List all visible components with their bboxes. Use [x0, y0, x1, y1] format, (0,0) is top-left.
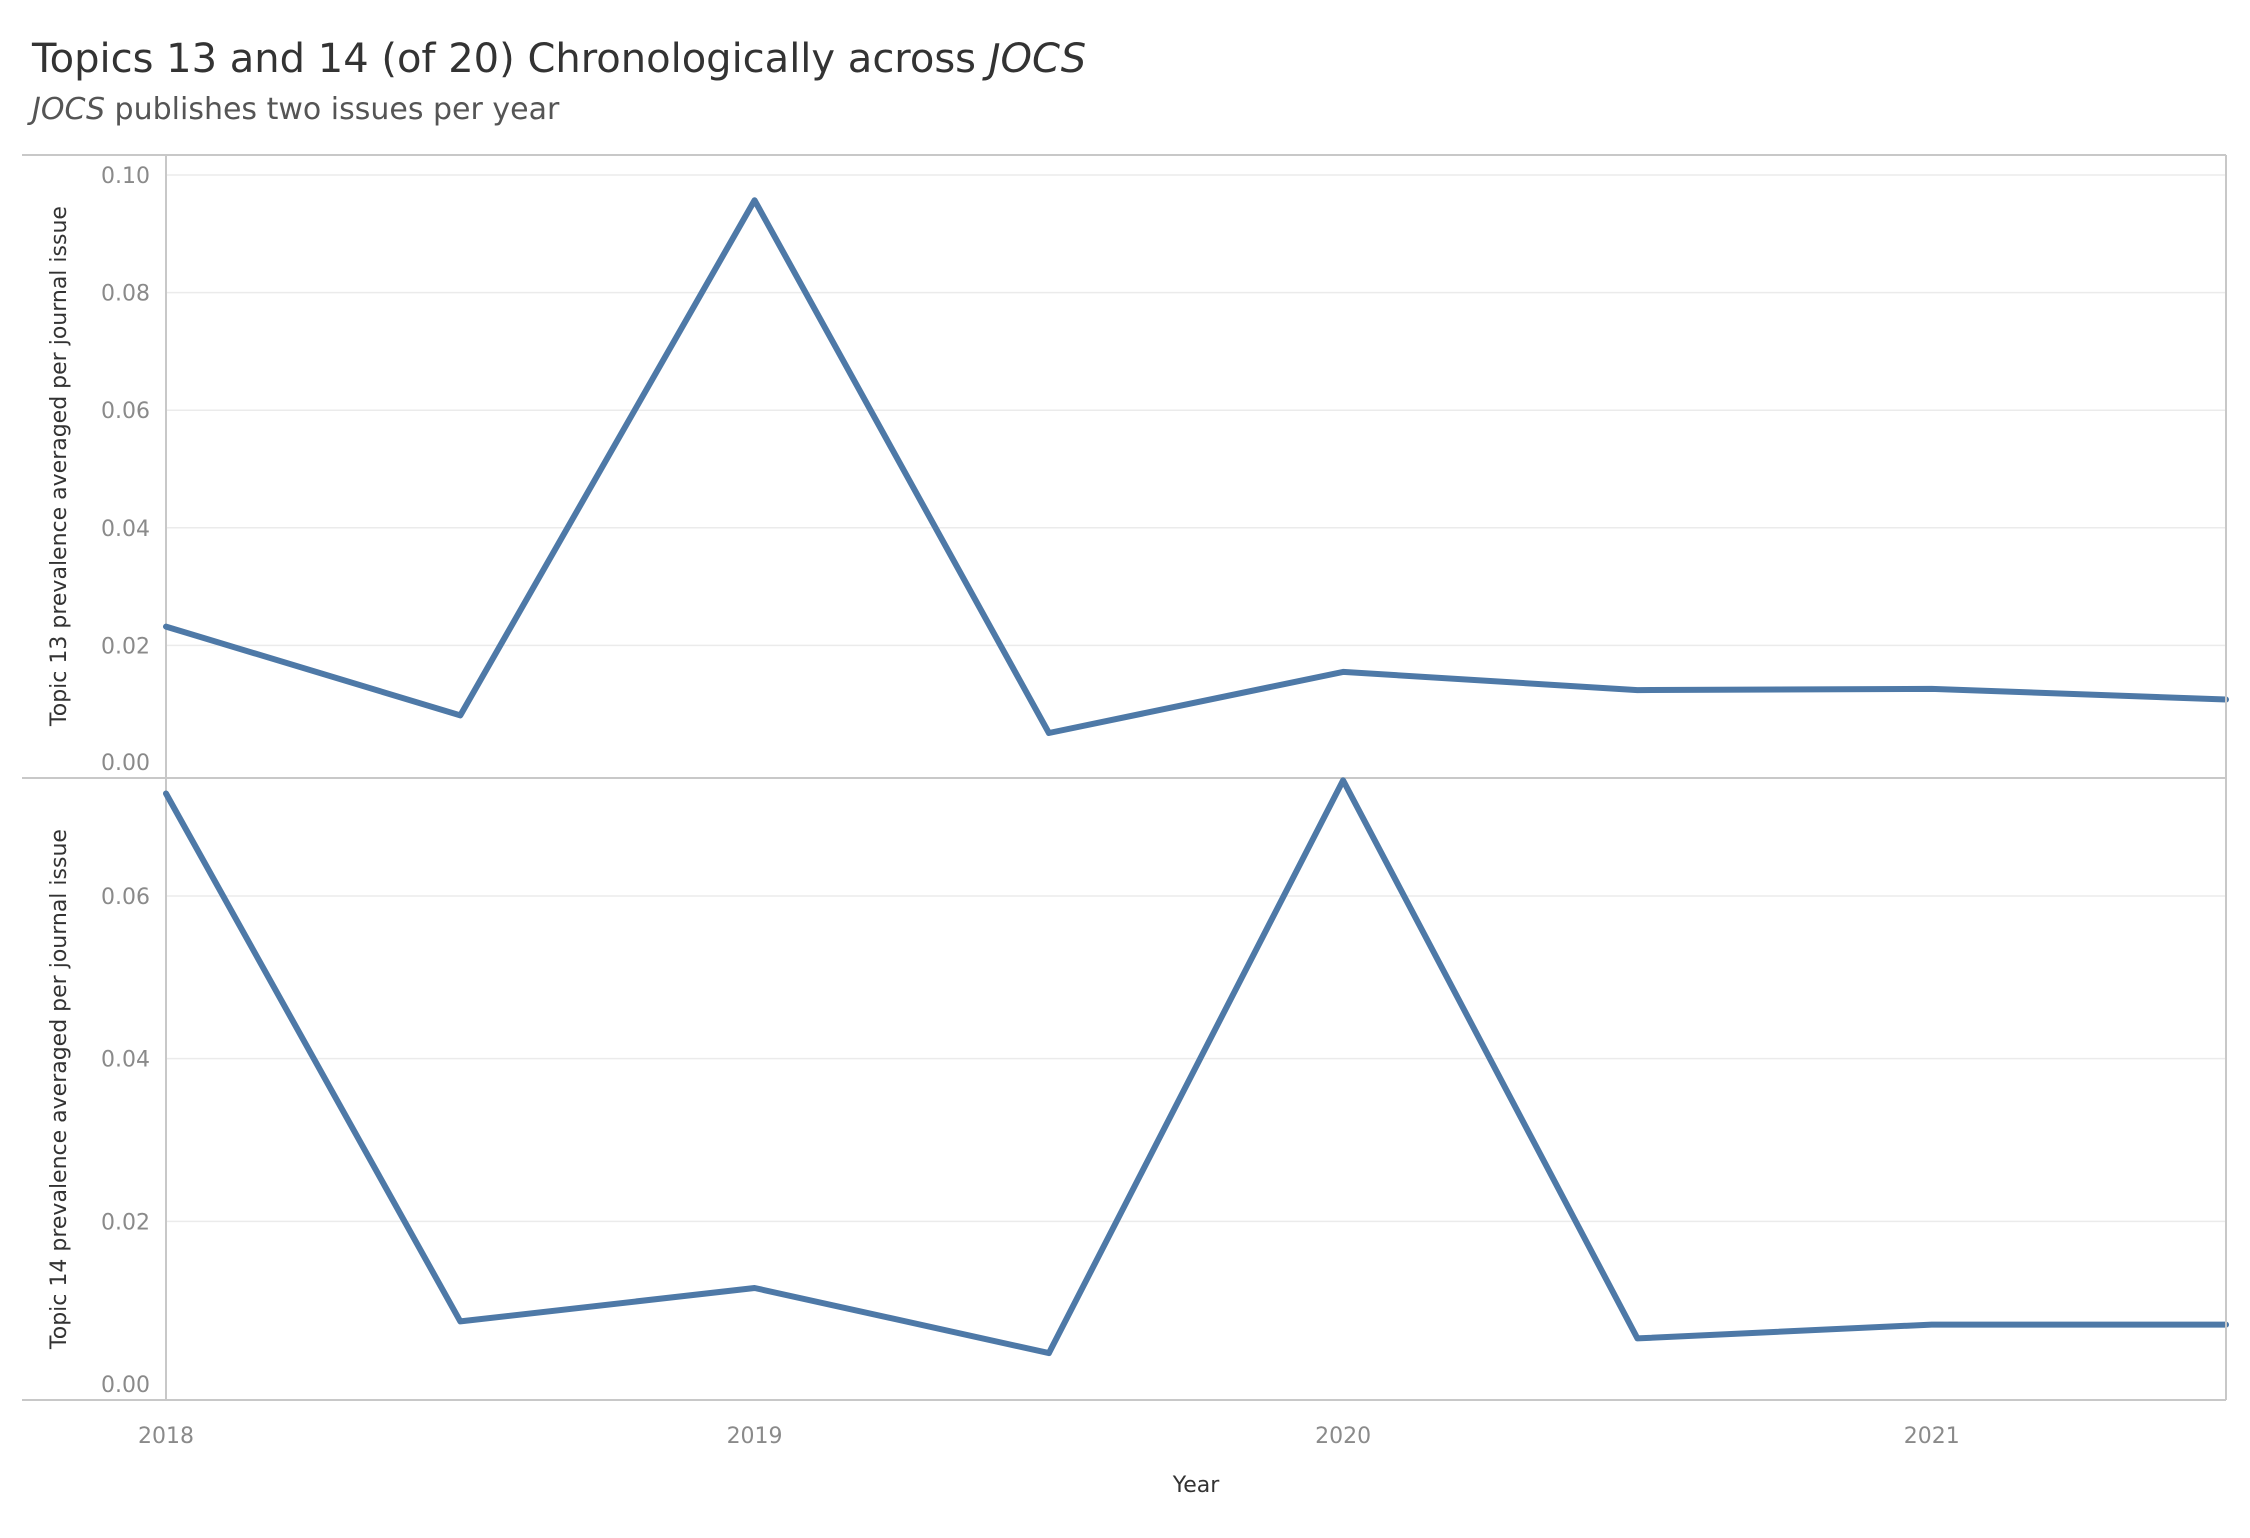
y-tick-label: 0.02 [101, 634, 150, 659]
y-axis-title: Topic 13 prevalence averaged per journal… [47, 206, 72, 727]
y-tick-label: 0.04 [101, 1048, 150, 1073]
topic-14-panel: 0.00 0.02 0.04 0.06 Topic 14 prevalence aver… [22, 777, 2229, 1401]
y-tick-label: 0.00 [101, 1373, 150, 1398]
y-tick-label: 0.08 [101, 282, 150, 307]
x-tick-label: 2021 [1904, 1424, 1960, 1449]
y-tick-label: 0.04 [101, 517, 150, 542]
y-tick-label: 0.06 [101, 399, 150, 424]
series-line [163, 197, 2229, 736]
x-tick-label: 2020 [1315, 1424, 1371, 1449]
y-axis-title: Topic 14 prevalence averaged per journal… [47, 829, 72, 1350]
x-tick-label: 2018 [138, 1424, 194, 1449]
chart-title: Topics 13 and 14 (of 20) Chronologically… [32, 36, 1087, 82]
x-axis-title: Year [1172, 1473, 1221, 1498]
title-block: Topics 13 and 14 (of 20) Chronologically… [32, 36, 1086, 127]
topic-13-panel: 0.00 0.02 0.04 0.06 0.08 0.10 Topic 13 prevale… [22, 155, 2229, 779]
y-tick-label: 0.00 [101, 751, 150, 776]
y-tick-label: 0.06 [101, 885, 150, 910]
series-line [163, 777, 2229, 1357]
chart-subtitle: JOCS publishes two issues per year [32, 92, 560, 127]
x-tick-label: 2019 [727, 1424, 783, 1449]
y-tick-label: 0.10 [101, 164, 150, 189]
y-tick-label: 0.02 [101, 1210, 150, 1235]
x-axis: 2018 2019 2020 2021 Year [138, 1424, 1960, 1498]
